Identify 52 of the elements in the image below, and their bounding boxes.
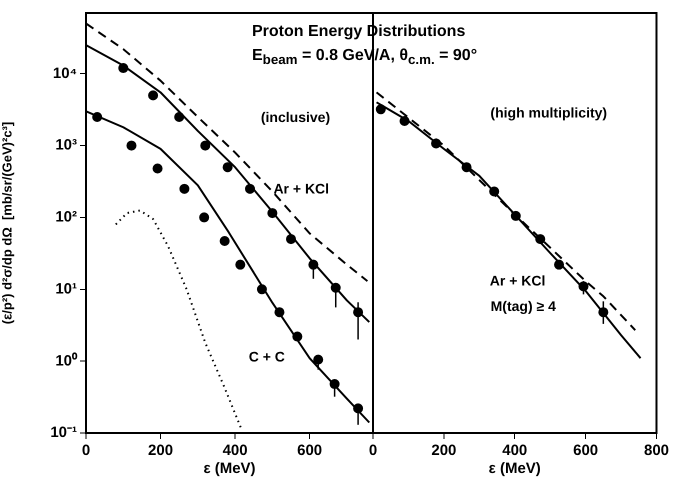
point xyxy=(330,379,340,390)
x-axis-title: ε (MeV) xyxy=(203,460,256,478)
point xyxy=(267,208,278,218)
point xyxy=(510,210,521,221)
line-series xyxy=(114,209,242,428)
y-tick-label: 10² xyxy=(55,208,77,226)
point xyxy=(118,63,128,74)
point xyxy=(245,184,255,194)
annotation: Ar + KCl xyxy=(490,272,546,289)
y-tick-label: 10⁰ xyxy=(55,351,78,370)
point xyxy=(292,332,302,342)
x-axis-title: ε (MeV) xyxy=(488,460,541,478)
point xyxy=(286,234,296,244)
point xyxy=(179,184,190,194)
point xyxy=(200,140,210,151)
x-tick-label: 200 xyxy=(148,442,174,460)
annotation: C + C xyxy=(248,348,285,364)
annotation: (high multiplicity) xyxy=(490,104,608,121)
y-tick-label: 10⁻¹ xyxy=(50,424,77,442)
point xyxy=(199,212,210,222)
x-tick-label: 600 xyxy=(297,442,322,460)
point xyxy=(400,116,410,126)
x-tick-label: 200 xyxy=(431,442,456,460)
x-tick-label: 0 xyxy=(368,442,378,460)
annotation: (inclusive) xyxy=(260,108,330,125)
y-tick-label: 10³ xyxy=(55,136,77,154)
point xyxy=(535,234,546,244)
y-tick-label: 10⁴ xyxy=(52,64,77,82)
x-tick-label: 400 xyxy=(502,442,528,460)
point xyxy=(431,138,442,148)
annotation: Ar + KCl xyxy=(273,180,330,196)
point xyxy=(92,112,102,122)
point xyxy=(152,163,163,174)
point xyxy=(220,236,230,246)
point xyxy=(554,260,564,270)
point xyxy=(376,104,386,114)
point xyxy=(126,140,136,151)
point xyxy=(274,307,284,318)
point xyxy=(489,186,500,196)
point xyxy=(235,260,246,270)
point xyxy=(174,112,184,122)
y-tick-label: 10¹ xyxy=(55,280,77,298)
x-tick-label: 800 xyxy=(644,442,669,460)
x-tick-label: 0 xyxy=(82,442,90,460)
y-axis-title: (ε/p²) d²σ/dp dΩ [mb/sr/(GeV)²c³] xyxy=(0,122,14,324)
point xyxy=(462,162,472,172)
x-tick-label: 400 xyxy=(222,442,248,460)
x-tick-label: 600 xyxy=(573,442,598,460)
point xyxy=(256,284,267,294)
point xyxy=(148,90,158,100)
point xyxy=(222,162,233,172)
annotation: M(tag) ≥ 4 xyxy=(490,298,556,314)
